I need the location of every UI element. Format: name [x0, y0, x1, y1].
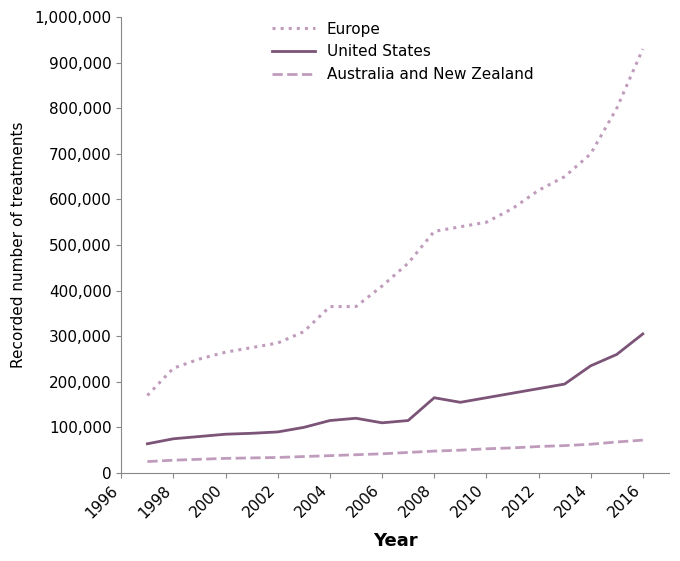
United States — [300, 424, 308, 431]
Australia and New Zealand — [560, 442, 568, 449]
United States — [222, 431, 230, 438]
United States — [613, 351, 621, 358]
Europe — [195, 356, 203, 362]
United States — [509, 390, 517, 397]
Australia and New Zealand — [430, 448, 439, 454]
Europe — [143, 392, 152, 399]
Line: Europe: Europe — [148, 49, 643, 396]
Australia and New Zealand — [378, 450, 386, 457]
United States — [587, 362, 595, 369]
United States — [169, 435, 177, 442]
Europe — [613, 105, 621, 112]
Australia and New Zealand — [613, 439, 621, 445]
Australia and New Zealand — [326, 452, 334, 459]
Y-axis label: Recorded number of treatments: Recorded number of treatments — [11, 122, 26, 368]
Australia and New Zealand — [534, 443, 543, 450]
Line: Australia and New Zealand: Australia and New Zealand — [148, 440, 643, 462]
United States — [534, 385, 543, 392]
Australia and New Zealand — [587, 441, 595, 448]
Europe — [169, 365, 177, 371]
United States — [143, 440, 152, 447]
United States — [378, 420, 386, 426]
Europe — [560, 173, 568, 180]
Europe — [404, 260, 412, 266]
Legend: Europe, United States, Australia and New Zealand: Europe, United States, Australia and New… — [266, 16, 540, 88]
Europe — [300, 328, 308, 335]
Europe — [482, 219, 490, 226]
Australia and New Zealand — [300, 453, 308, 460]
Europe — [352, 303, 360, 310]
Europe — [378, 283, 386, 289]
Europe — [534, 187, 543, 194]
United States — [195, 433, 203, 440]
Australia and New Zealand — [352, 452, 360, 458]
Europe — [430, 228, 439, 234]
Europe — [587, 150, 595, 157]
Europe — [639, 45, 647, 52]
United States — [456, 399, 464, 406]
United States — [639, 330, 647, 337]
Australia and New Zealand — [509, 444, 517, 451]
Australia and New Zealand — [169, 457, 177, 463]
United States — [273, 429, 282, 435]
United States — [404, 417, 412, 424]
United States — [248, 430, 256, 436]
Australia and New Zealand — [482, 445, 490, 452]
Europe — [222, 349, 230, 356]
United States — [352, 415, 360, 422]
Europe — [509, 205, 517, 212]
Australia and New Zealand — [404, 449, 412, 456]
Australia and New Zealand — [639, 437, 647, 444]
Europe — [248, 344, 256, 351]
Australia and New Zealand — [456, 447, 464, 453]
Europe — [273, 339, 282, 346]
Line: United States: United States — [148, 334, 643, 444]
United States — [560, 381, 568, 388]
Europe — [326, 303, 334, 310]
United States — [430, 394, 439, 401]
Australia and New Zealand — [248, 454, 256, 461]
Australia and New Zealand — [195, 456, 203, 463]
Australia and New Zealand — [143, 458, 152, 465]
United States — [326, 417, 334, 424]
Australia and New Zealand — [273, 454, 282, 461]
X-axis label: Year: Year — [373, 532, 418, 550]
Europe — [456, 223, 464, 230]
Australia and New Zealand — [222, 455, 230, 462]
United States — [482, 394, 490, 401]
